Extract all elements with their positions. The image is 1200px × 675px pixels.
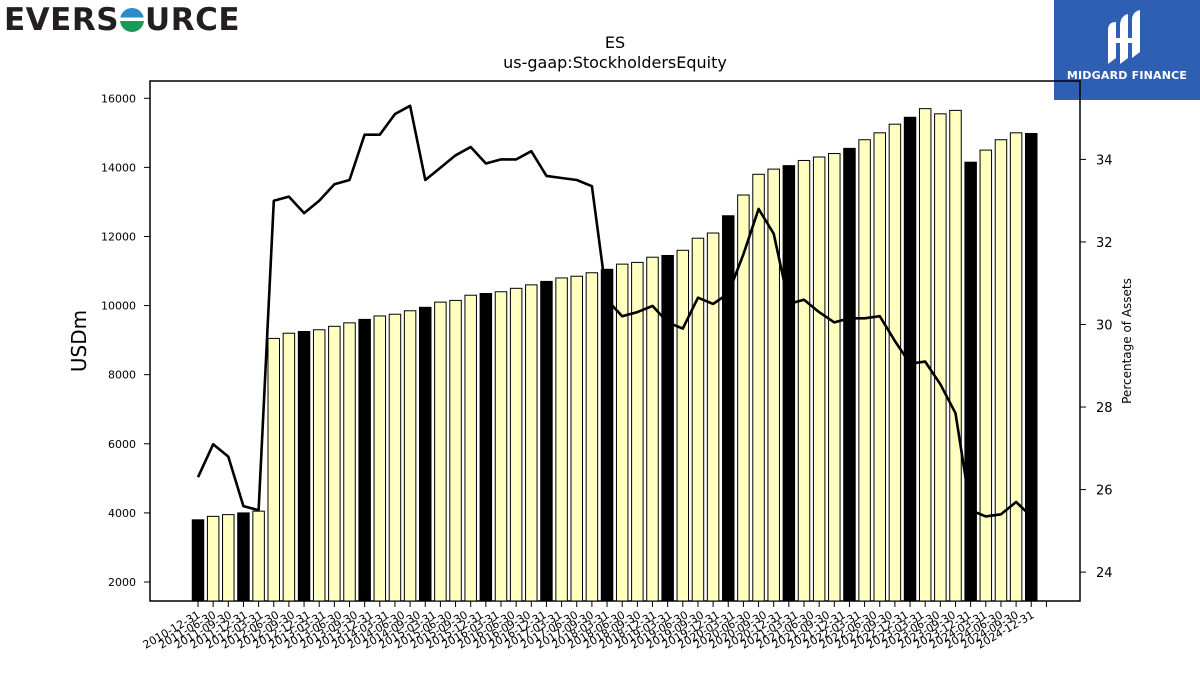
bar [570, 275, 583, 602]
midgard-finance-logo: MIDGARD FINANCE [1054, 0, 1200, 100]
y2-tick-label: 28 [1096, 401, 1113, 416]
bar [888, 123, 902, 602]
bar [449, 299, 462, 602]
y-axis-label: USDm [67, 310, 91, 372]
bar [343, 322, 356, 602]
bar [782, 165, 796, 602]
bar [979, 149, 993, 602]
bar [722, 215, 735, 602]
bar [1025, 133, 1038, 602]
y-tick-label: 6000 [108, 438, 136, 451]
bar [328, 325, 341, 602]
y-tick-label: 16000 [101, 92, 136, 105]
bar [706, 232, 720, 602]
bar [297, 330, 311, 602]
y2-tick-label: 32 [1096, 236, 1113, 251]
bar [509, 287, 523, 602]
bar [873, 132, 886, 602]
logo-caption: MIDGARD FINANCE [1066, 69, 1188, 82]
y2-axis-label: Percentage of Assets [1120, 278, 1134, 404]
bar [237, 512, 250, 602]
bar [843, 147, 856, 602]
y2-tick-label: 30 [1096, 318, 1113, 333]
bar [934, 113, 947, 602]
bar [282, 332, 296, 602]
bar [312, 329, 326, 602]
bar [828, 153, 841, 602]
bar [858, 139, 871, 602]
bar [1009, 132, 1023, 602]
y2-tick-label: 34 [1096, 153, 1113, 168]
bar [358, 318, 371, 602]
bar [494, 291, 508, 602]
bar [434, 301, 447, 602]
bar [525, 284, 538, 602]
bar [964, 161, 977, 602]
eversource-logo: EVERS URCE [4, 2, 240, 38]
y-tick-label: 12000 [101, 230, 136, 243]
chart-subtitle: us-gaap:StockholdersEquity [503, 53, 727, 72]
y-tick-label: 8000 [108, 369, 136, 382]
bar [600, 268, 614, 602]
percentage-line [196, 104, 1033, 518]
bar [206, 515, 220, 602]
bar [464, 294, 477, 602]
y-tick-label: 14000 [101, 161, 136, 174]
chart-title: ES [604, 33, 626, 52]
bar [676, 249, 690, 602]
y-tick-label: 2000 [108, 576, 136, 589]
y2-tick-label: 24 [1096, 566, 1113, 581]
bar [373, 315, 387, 602]
bar [752, 173, 765, 602]
plot-frame [149, 80, 1081, 602]
bar [691, 237, 705, 602]
bar [191, 519, 205, 602]
bar [222, 514, 235, 602]
midgard-mark-icon [1108, 10, 1140, 64]
bar [918, 108, 932, 602]
logo-text-after: URCE [145, 2, 241, 38]
y2-tick-label: 26 [1096, 484, 1113, 499]
bar [661, 254, 674, 602]
bar [388, 313, 402, 602]
bar [585, 272, 599, 602]
bar [555, 277, 568, 602]
bar [252, 510, 265, 602]
bar [403, 310, 417, 602]
bar [419, 306, 432, 602]
logo-o-icon [120, 8, 145, 32]
logo-text-before: EVERS [4, 2, 120, 38]
y-tick-label: 10000 [101, 300, 136, 313]
bar [949, 109, 962, 602]
bar [797, 159, 811, 602]
bar [479, 292, 493, 602]
bar [994, 139, 1008, 602]
bar [812, 156, 826, 602]
y-tick-label: 4000 [108, 507, 136, 520]
bar [540, 280, 553, 602]
bar [267, 337, 280, 602]
